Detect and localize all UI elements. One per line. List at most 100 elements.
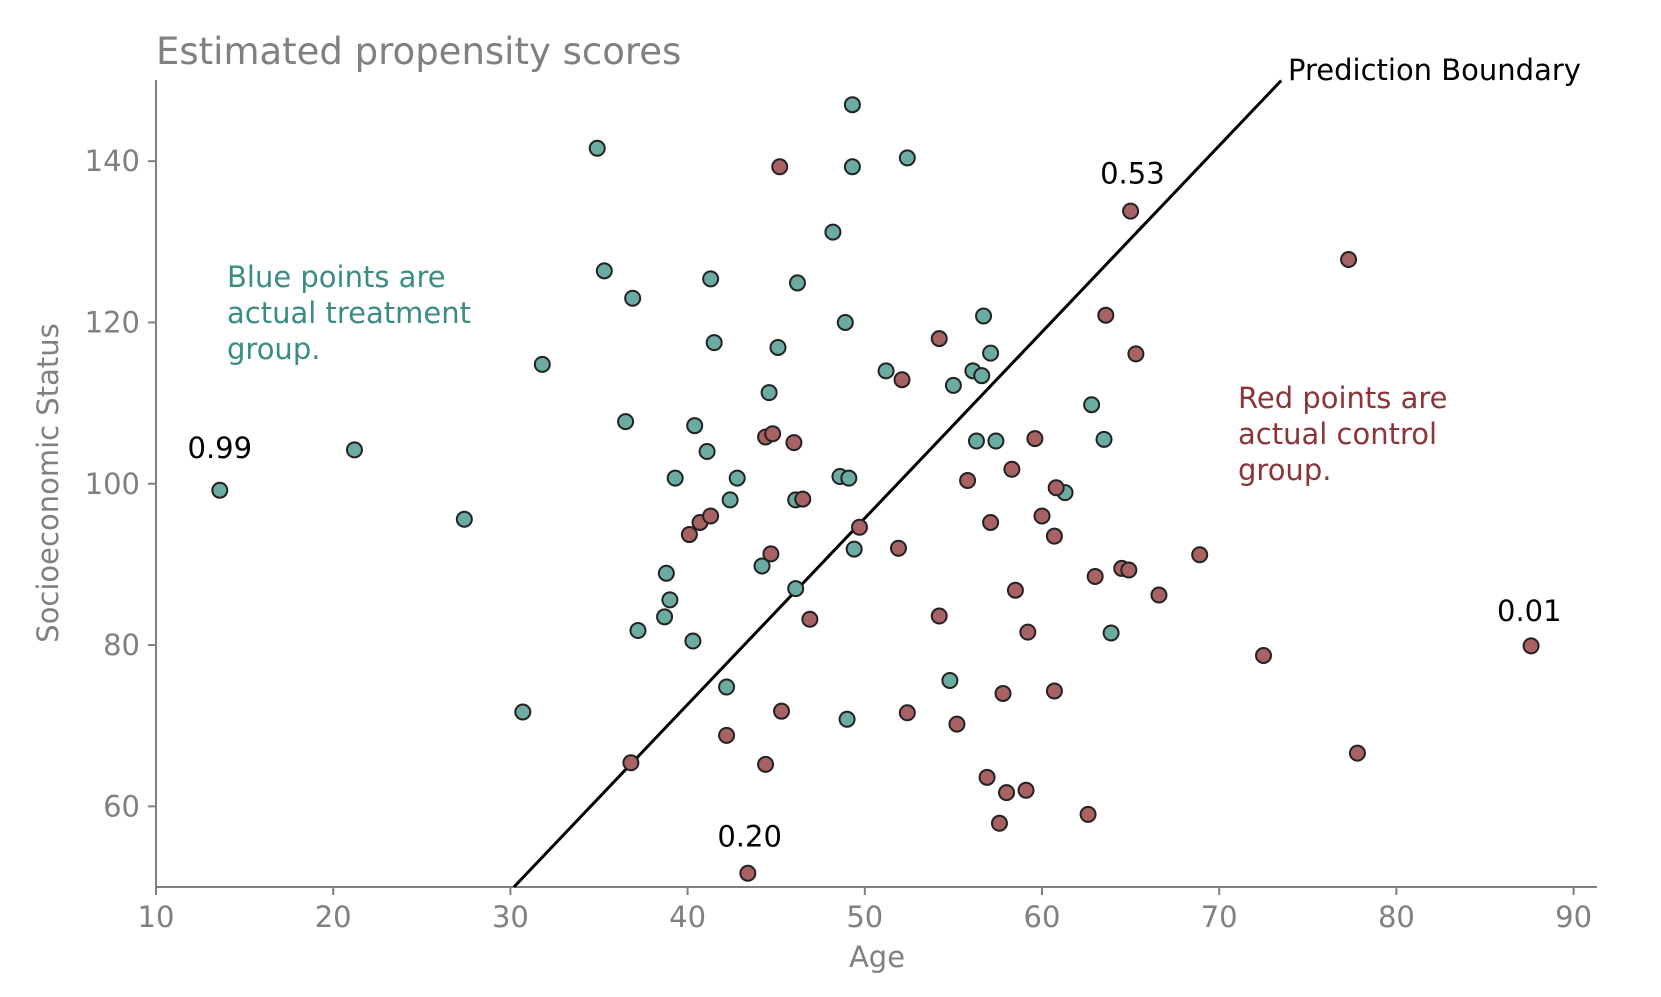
control-point xyxy=(1120,561,1138,579)
control-point xyxy=(994,684,1012,702)
control-point xyxy=(990,814,1008,832)
propensity-score-label: 0.99 xyxy=(188,431,253,465)
control-point xyxy=(794,490,812,508)
treatment-point xyxy=(843,158,861,176)
treatment-point xyxy=(769,338,787,356)
x-axis-title: Age xyxy=(849,940,905,974)
treatment-point xyxy=(211,481,229,499)
control-point xyxy=(801,610,819,628)
treatment-point xyxy=(975,307,993,325)
treatment-point xyxy=(787,580,805,598)
treatment-point xyxy=(656,608,674,626)
control-point xyxy=(622,754,640,772)
control-point xyxy=(1019,623,1037,641)
treatment-point xyxy=(1083,396,1101,414)
y-tick-label: 140 xyxy=(85,144,140,178)
control-point xyxy=(680,526,698,544)
x-tick-label: 10 xyxy=(138,900,175,934)
x-tick-label: 20 xyxy=(315,900,352,934)
x-tick-label: 80 xyxy=(1378,900,1415,934)
treatment-point xyxy=(845,540,863,558)
treatment-point xyxy=(624,289,642,307)
control-point xyxy=(850,518,868,536)
treatment-point xyxy=(967,432,985,450)
control-point xyxy=(1150,586,1168,604)
control-point xyxy=(1017,781,1035,799)
treatment-point xyxy=(836,313,854,331)
treatment-point xyxy=(824,223,842,241)
control-point xyxy=(948,715,966,733)
control-point xyxy=(1026,430,1044,448)
x-tick-label: 70 xyxy=(1201,900,1238,934)
treatment-point xyxy=(514,703,532,721)
control-group-note: Red points are actual control group. xyxy=(1238,381,1457,487)
control-point xyxy=(1191,546,1209,564)
chart-title: Estimated propensity scores xyxy=(156,30,681,73)
treatment-point xyxy=(898,149,916,167)
control-point xyxy=(773,702,791,720)
treatment-point xyxy=(877,362,895,380)
x-tick-label: 30 xyxy=(492,900,529,934)
control-point xyxy=(1127,345,1145,363)
treatment-point xyxy=(718,678,736,696)
control-point xyxy=(718,726,736,744)
treatment-point xyxy=(686,417,704,435)
treatment-series xyxy=(211,96,1120,728)
control-point xyxy=(1003,460,1021,478)
y-tick-label: 100 xyxy=(85,467,140,501)
treatment-point xyxy=(941,672,959,690)
propensity-score-label: 0.01 xyxy=(1497,594,1562,628)
treatment-point xyxy=(788,274,806,292)
control-series xyxy=(622,158,1540,882)
y-tick-label: 120 xyxy=(85,305,140,339)
control-point xyxy=(1097,306,1115,324)
control-point xyxy=(898,704,916,722)
treatment-point xyxy=(1102,624,1120,642)
control-point xyxy=(1047,479,1065,497)
control-point xyxy=(1122,202,1140,220)
treatment-note-line: actual treatment xyxy=(227,296,471,330)
control-point xyxy=(1522,637,1540,655)
propensity-score-label: 0.53 xyxy=(1100,157,1165,191)
control-point xyxy=(1045,527,1063,545)
control-point xyxy=(1348,744,1366,762)
treatment-point xyxy=(661,591,679,609)
treatment-point xyxy=(982,344,1000,362)
x-tick-label: 60 xyxy=(1024,900,1061,934)
control-note-line: group. xyxy=(1238,453,1331,487)
treatment-point xyxy=(843,96,861,114)
control-point xyxy=(739,864,757,882)
treatment-point xyxy=(595,262,613,280)
y-tick-label: 80 xyxy=(103,628,140,662)
control-point xyxy=(1255,647,1272,665)
treatment-point xyxy=(753,557,771,575)
x-tick-label: 40 xyxy=(669,900,706,934)
control-point xyxy=(702,507,720,525)
control-point xyxy=(1079,805,1097,823)
y-axis-ticks: 60 80 100 120 140 xyxy=(85,144,156,823)
treatment-point xyxy=(666,469,684,487)
control-point xyxy=(930,607,948,625)
control-point xyxy=(893,371,911,389)
treatment-point xyxy=(838,710,856,728)
prediction-boundary-label: Prediction Boundary xyxy=(1288,53,1581,87)
control-point xyxy=(1045,682,1063,700)
control-point xyxy=(1033,507,1051,525)
control-note-line: Red points are xyxy=(1238,381,1448,415)
treatment-point xyxy=(721,491,739,509)
y-tick-label: 60 xyxy=(103,789,140,823)
control-point xyxy=(998,784,1016,802)
treatment-point xyxy=(840,469,858,487)
treatment-point xyxy=(533,355,551,373)
treatment-point xyxy=(684,632,702,650)
control-note-line: actual control xyxy=(1238,417,1437,451)
control-point xyxy=(1340,251,1358,269)
treatment-point xyxy=(760,384,778,402)
prediction-boundary-line xyxy=(512,79,1283,889)
x-axis-ticks: 10 20 30 40 50 60 70 80 90 xyxy=(138,887,1592,934)
treatment-point xyxy=(629,622,647,640)
treatment-note-line: Blue points are xyxy=(227,260,446,294)
treatment-point xyxy=(1095,430,1113,448)
treatment-point xyxy=(455,510,473,528)
